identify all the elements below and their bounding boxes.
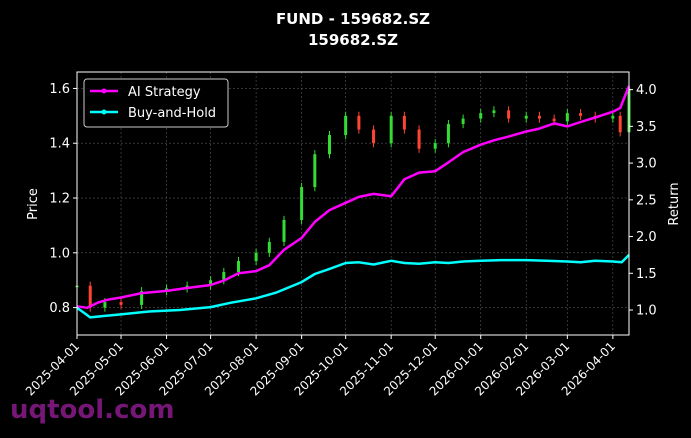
candle-body-27 [507,110,511,119]
right-tick-label-0: 1.0 [636,304,657,319]
series-line-ai-strategy [76,85,631,310]
candle-body-24 [461,118,465,125]
left-tick-label-0: 0.8 [49,301,70,316]
series-line-buy-and-hold [76,254,630,319]
plot-frame [76,71,630,336]
candle-body-11 [267,241,271,253]
legend-ai-marker [101,88,107,94]
right-axis-label: Return [667,182,682,225]
candle-body-35 [618,115,622,133]
candle-body-25 [479,113,483,119]
grid-layer [76,72,629,335]
legend-bh-label: Buy-and-Hold [128,106,216,121]
left-tick-label-3: 1.4 [49,137,70,152]
candle-body-1 [88,285,92,308]
candle-body-22 [433,143,437,149]
candle-body-31 [565,113,569,122]
candle-body-12 [282,219,286,242]
candle-body-17 [357,115,361,130]
legend: AI Strategy Buy-and-Hold [83,78,229,128]
candle-body-32 [579,113,583,116]
candle-body-20 [402,115,406,130]
candle-body-21 [417,129,421,149]
left-axis-ticks: 0.8 1.0 1.2 1.4 1.6 [49,82,77,316]
candle-body-9 [236,261,240,272]
series-layer [76,85,631,319]
candle-body-10 [254,252,258,262]
chart-title: FUND - 159682.SZ [276,10,430,28]
candle-body-13 [300,187,304,220]
legend-ai-label: AI Strategy [128,85,201,100]
candle-body-7 [209,280,213,286]
candle-body-4 [140,291,144,305]
candle-body-30 [552,118,556,122]
candle-body-18 [372,129,376,144]
right-tick-label-2: 2.0 [636,230,657,245]
right-tick-label-6: 4.0 [636,83,657,98]
watermark-logo: uqtool.com [10,395,174,425]
left-tick-label-1: 1.0 [49,246,70,261]
candle-body-19 [389,115,393,144]
right-tick-label-3: 2.5 [636,193,657,208]
legend-box [83,78,229,128]
candle-body-8 [222,271,226,281]
left-axis-label: Price [26,188,41,220]
candle-body-34 [611,115,615,119]
chart-subtitle: 159682.SZ [308,31,398,49]
candle-body-29 [537,115,541,119]
candle-body-28 [524,115,528,119]
legend-bh-marker [101,109,107,115]
candle-body-16 [344,115,348,136]
candle-body-3 [119,302,123,305]
left-tick-label-2: 1.2 [49,192,70,207]
right-tick-label-4: 3.0 [636,157,657,172]
candle-body-26 [492,110,496,114]
candle-body-2 [103,302,107,308]
left-tick-label-4: 1.6 [49,82,70,97]
candle-body-23 [446,124,450,144]
right-tick-label-1: 1.5 [636,267,657,282]
right-axis-ticks: 1.0 1.5 2.0 2.5 3.0 3.5 4.0 [629,83,657,319]
candle-body-15 [328,135,332,155]
price-candles [75,84,631,312]
candle-body-14 [313,154,317,188]
right-tick-label-5: 3.5 [636,120,657,135]
